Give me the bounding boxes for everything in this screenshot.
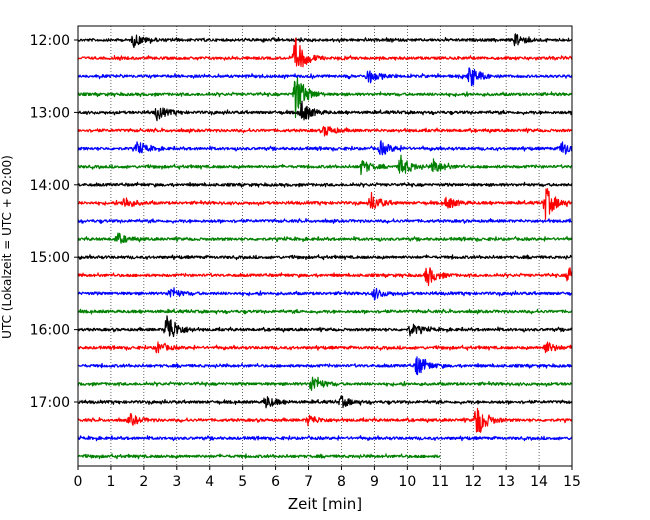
y-tick-label-1500: 15:00 (30, 250, 70, 266)
trace-row-1415 (77, 188, 573, 220)
trace-row-1200 (77, 33, 573, 49)
trace-row-1245 (77, 77, 573, 119)
x-tick-label-11: 11 (431, 474, 449, 490)
trace-row-1300 (77, 100, 573, 122)
trace-row-1730 (77, 435, 573, 442)
x-tick-label-0: 0 (74, 474, 83, 490)
x-tick-label-1: 1 (106, 474, 115, 490)
x-tick-label-12: 12 (464, 474, 482, 490)
plot-frame (77, 25, 573, 467)
x-tick-label-14: 14 (530, 474, 548, 490)
x-tick-label-10: 10 (398, 474, 416, 490)
x-tick-label-13: 13 (497, 474, 515, 490)
trace-row-1500 (77, 254, 573, 261)
trace-row-1600 (77, 315, 573, 338)
x-tick-label-4: 4 (205, 474, 214, 490)
trace-row-1715 (77, 407, 573, 433)
x-axis-title: Zeit [min] (288, 495, 362, 513)
trace-row-1315 (77, 126, 573, 137)
trace-row-1645 (77, 376, 573, 391)
trace-row-1615 (77, 341, 573, 354)
y-tick-label-1400: 14:00 (30, 178, 70, 194)
trace-row-1215 (77, 38, 573, 68)
axes: 0 1 2 3 4 5 6 7 8 9 10 11 12 13 14 1512:0013:0014:0015:… (30, 33, 581, 490)
x-tick-label-9: 9 (370, 474, 379, 490)
x-tick-label-2: 2 (139, 474, 148, 490)
x-tick-label-7: 7 (304, 474, 313, 490)
trace-row-1700 (77, 395, 573, 409)
trace-row-1630 (77, 356, 573, 376)
y-tick-label-1300: 13:00 (30, 105, 70, 121)
x-tick-label-3: 3 (172, 474, 181, 490)
trace-row-1330 (77, 140, 573, 156)
y-tick-label-1600: 16:00 (30, 323, 70, 339)
y-axis-title: UTC (Lokalzeit = UTC + 02:00) (0, 155, 14, 339)
trace-row-1545 (77, 308, 573, 315)
trace-row-1345 (77, 154, 573, 176)
plot-background (78, 26, 572, 466)
trace-row-1745 (77, 453, 441, 460)
x-tick-label-6: 6 (271, 474, 280, 490)
trace-row-1530 (77, 287, 573, 301)
x-tick-label-5: 5 (238, 474, 247, 490)
trace-row-1515 (77, 267, 573, 287)
trace-row-1400 (77, 181, 573, 188)
y-tick-label-1700: 17:00 (30, 395, 70, 411)
trace-row-1230 (77, 67, 573, 87)
y-tick-label-1200: 12:00 (30, 33, 70, 49)
trace-row-1445 (77, 232, 573, 244)
traces (77, 33, 573, 460)
grid-lines (110, 26, 540, 466)
x-tick-label-15: 15 (563, 474, 581, 490)
x-tick-label-8: 8 (337, 474, 346, 490)
trace-row-1430 (77, 218, 573, 224)
